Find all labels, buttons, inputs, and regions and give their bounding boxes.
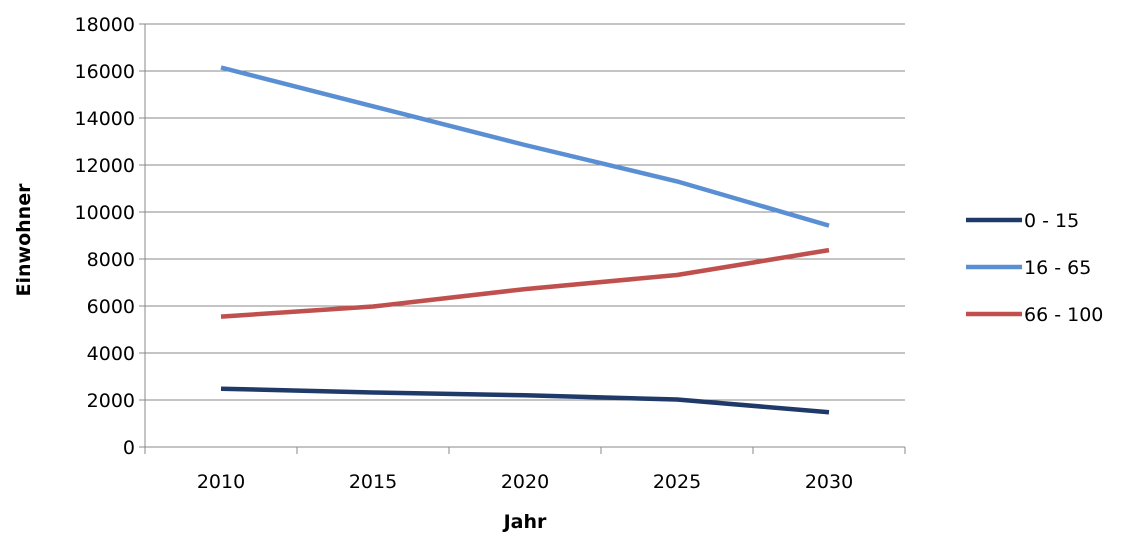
x-tick-label: 2030 <box>805 471 853 493</box>
legend-label: 66 - 100 <box>1024 304 1103 326</box>
legend-label: 16 - 65 <box>1024 257 1091 279</box>
y-axis-title: Einwohner <box>13 183 35 297</box>
series-line-1 <box>220 65 830 228</box>
x-tick-label: 2015 <box>349 471 397 493</box>
y-tick-label: 18000 <box>75 14 135 36</box>
y-tick-label: 0 <box>123 437 135 459</box>
y-tick-label: 2000 <box>87 390 135 412</box>
x-axis-title: Jahr <box>502 511 547 533</box>
x-axis-ticks: 2010 2015 2020 2025 2030 <box>144 447 906 493</box>
series-line-0 <box>220 386 830 415</box>
y-tick-label: 4000 <box>87 343 135 365</box>
y-tick-label: 10000 <box>75 202 135 224</box>
y-tick-label: 6000 <box>87 296 135 318</box>
series-lines <box>220 65 830 415</box>
legend-label: 0 - 15 <box>1024 210 1079 232</box>
x-tick-label: 2025 <box>653 471 701 493</box>
y-tick-label: 12000 <box>75 155 135 177</box>
y-tick-label: 14000 <box>75 108 135 130</box>
y-tick-label: 16000 <box>75 61 135 83</box>
y-tick-label: 8000 <box>87 249 135 271</box>
axes <box>144 24 905 448</box>
legend: 0 - 15 16 - 65 66 - 100 <box>966 210 1103 326</box>
series-line-2 <box>220 247 830 319</box>
x-tick-label: 2020 <box>501 471 549 493</box>
x-tick-label: 2010 <box>197 471 245 493</box>
y-axis-ticks: 0 2000 4000 6000 8000 10000 12000 14000 16000 180… <box>75 14 145 459</box>
gridlines <box>145 23 905 401</box>
